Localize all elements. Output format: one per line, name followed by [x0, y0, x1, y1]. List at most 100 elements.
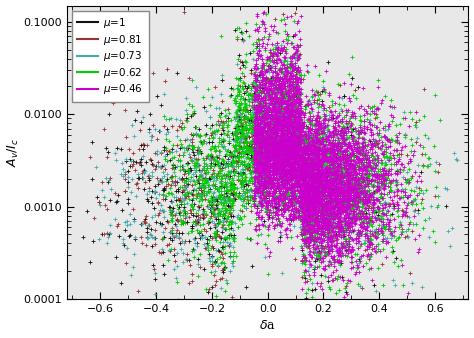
$\mu$=0.62 — [315, 173, 323, 178]
$\mu$=0.46 — [323, 204, 330, 210]
$\mu$=0.81 — [244, 107, 251, 112]
$\mu$=0.81 — [398, 227, 405, 232]
$\mu$=0.46 — [315, 126, 322, 131]
$\mu$=0.46 — [280, 142, 288, 147]
$\mu$=0.46 — [329, 162, 337, 167]
$\mu$=0.46 — [277, 97, 285, 102]
$\mu$=0.62 — [277, 174, 284, 180]
$\mu$=0.46 — [314, 191, 321, 196]
$\mu$=0.62 — [285, 150, 292, 155]
$\mu$=0.46 — [296, 98, 303, 104]
$\mu$=0.46 — [372, 235, 379, 240]
$\mu$=0.46 — [352, 235, 360, 241]
$\mu$=0.62 — [298, 146, 306, 151]
$\mu$=0.62 — [237, 133, 245, 139]
$\mu$=0.73 — [211, 214, 219, 219]
$\mu$=0.46 — [261, 172, 269, 177]
$\mu$=0.46 — [296, 193, 303, 198]
$\mu$=0.46 — [293, 180, 301, 186]
$\mu$=0.46 — [301, 255, 309, 260]
$\mu$=0.62 — [293, 106, 301, 112]
$\mu$=0.46 — [270, 149, 278, 154]
$\mu$=0.46 — [281, 127, 289, 132]
$\mu$=0.46 — [321, 147, 328, 152]
$\mu$=0.62 — [237, 182, 245, 187]
$\mu$=0.62 — [271, 170, 278, 175]
$\mu$=0.46 — [295, 200, 303, 205]
$\mu$=0.46 — [345, 193, 352, 198]
$\mu$=0.46 — [339, 134, 346, 139]
$\mu$=0.62 — [319, 216, 327, 222]
$\mu$=0.46 — [298, 172, 306, 178]
$\mu$=0.73 — [278, 114, 285, 120]
$\mu$=0.46 — [287, 200, 295, 206]
$\mu$=0.62 — [243, 125, 251, 130]
$\mu$=0.62 — [218, 208, 225, 214]
$\mu$=0.46 — [361, 215, 369, 220]
$\mu$=0.46 — [264, 131, 271, 136]
$\mu$=0.46 — [405, 179, 412, 185]
$\mu$=0.62 — [273, 138, 281, 144]
$\mu$=0.46 — [303, 151, 310, 156]
$\mu$=0.81 — [381, 182, 388, 187]
$\mu$=0.46 — [266, 154, 274, 160]
$\mu$=0.46 — [304, 154, 312, 160]
$\mu$=0.46 — [257, 163, 265, 168]
$\mu$=0.46 — [315, 146, 323, 152]
$\mu$=0.46 — [324, 184, 332, 190]
$\mu$=0.46 — [322, 155, 329, 161]
$\mu$=0.46 — [328, 177, 336, 183]
$\mu$=0.46 — [297, 171, 304, 176]
$\mu$=0.62 — [275, 94, 283, 100]
$\mu$=0.46 — [312, 172, 320, 178]
$\mu$=0.62 — [292, 142, 300, 147]
$\mu$=0.62 — [241, 108, 249, 114]
$\mu$=0.46 — [345, 183, 353, 188]
$\mu$=0.46 — [312, 208, 320, 214]
$\mu$=0.62 — [358, 198, 365, 203]
$\mu$=0.46 — [258, 148, 265, 153]
$\mu$=0.73 — [319, 236, 327, 241]
$\mu$=0.73 — [161, 153, 169, 158]
$\mu$=0.46 — [252, 166, 260, 172]
$\mu$=0.46 — [282, 121, 289, 127]
$\mu$=0.73 — [214, 212, 222, 218]
$\mu$=0.46 — [291, 124, 299, 129]
$\mu$=0.46 — [316, 146, 323, 152]
$\mu$=0.46 — [325, 180, 333, 185]
$\mu$=0.46 — [292, 65, 299, 71]
$\mu$=0.46 — [265, 103, 273, 108]
$\mu$=0.46 — [313, 215, 321, 220]
$\mu$=0.46 — [351, 192, 359, 198]
$\mu$=0.62 — [301, 224, 308, 230]
$\mu$=0.46 — [326, 195, 334, 200]
$\mu$=0.62 — [330, 142, 338, 147]
$\mu$=0.46 — [282, 168, 289, 173]
$\mu$=0.46 — [342, 208, 350, 213]
$\mu$=0.62 — [221, 164, 229, 169]
$\mu$=0.46 — [292, 60, 299, 65]
$\mu$=0.46 — [287, 101, 294, 106]
$\mu$=0.62 — [348, 218, 356, 223]
$\mu$=0.46 — [322, 221, 329, 227]
$\mu$=0.46 — [292, 156, 299, 162]
$\mu$=0.62 — [292, 159, 300, 164]
$\mu$=0.46 — [354, 177, 362, 183]
$\mu$=0.46 — [283, 104, 291, 109]
$\mu$=0.46 — [290, 119, 298, 124]
$\mu$=0.62 — [314, 158, 321, 163]
$\mu$=0.46 — [307, 210, 315, 215]
$\mu$=0.46 — [364, 236, 372, 241]
$\mu$=0.62 — [337, 143, 345, 148]
$\mu$=0.46 — [297, 168, 305, 173]
$\mu$=0.81 — [207, 156, 214, 162]
$\mu$=0.73 — [327, 245, 335, 251]
$\mu$=0.62 — [319, 140, 327, 145]
$\mu$=0.46 — [257, 149, 264, 154]
$\mu$=0.73 — [410, 198, 418, 203]
$\mu$=0.46 — [365, 197, 373, 203]
$\mu$=0.46 — [266, 166, 273, 171]
$\mu$=0.73 — [334, 229, 342, 234]
$\mu$=0.62 — [344, 172, 351, 177]
$\mu$=0.62 — [296, 134, 303, 140]
